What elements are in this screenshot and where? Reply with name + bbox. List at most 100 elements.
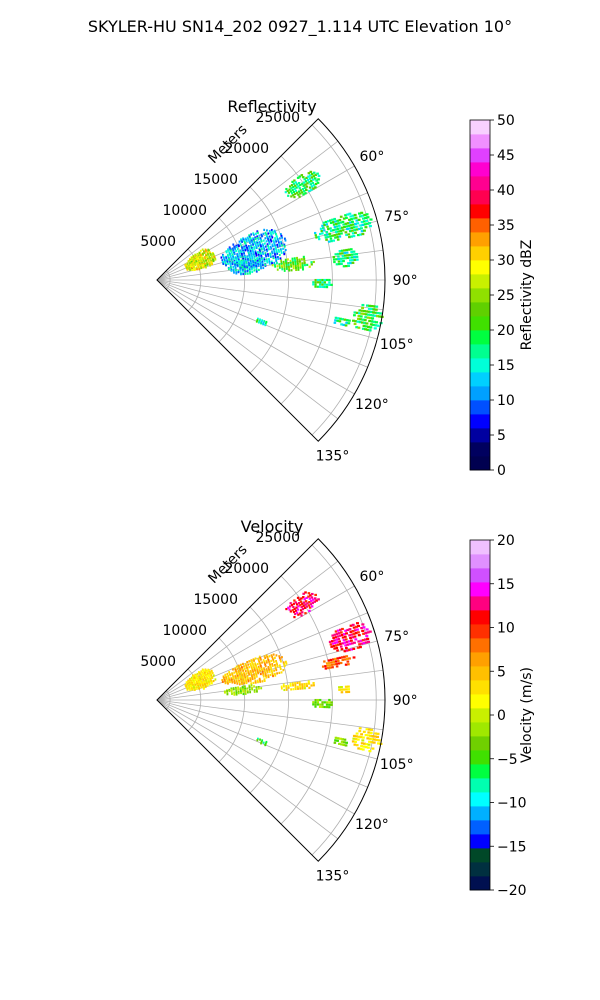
- echo-cell: [292, 267, 295, 270]
- echo-cell: [287, 191, 291, 194]
- echo-cell: [364, 328, 368, 331]
- echo-cell: [303, 264, 306, 267]
- echo-cell: [334, 220, 337, 223]
- echo-cell: [263, 228, 266, 231]
- echo-cell: [242, 679, 245, 683]
- echo-cell: [335, 665, 339, 668]
- echo-cell: [248, 688, 251, 691]
- echo-cell: [197, 254, 200, 257]
- echo-cell: [203, 256, 206, 259]
- echo-cell: [259, 242, 261, 245]
- echo-cell: [336, 643, 340, 646]
- echo-cell: [339, 737, 342, 740]
- echo-cell: [253, 690, 256, 693]
- echo-cell: [360, 733, 364, 736]
- echo-cell: [251, 249, 254, 252]
- echo-cell: [258, 234, 261, 237]
- echo-cell: [348, 657, 351, 660]
- colorbar-swatch: [470, 148, 490, 163]
- echo-cell: [342, 259, 345, 263]
- echo-cell: [260, 238, 262, 242]
- echo-cell: [367, 310, 371, 313]
- echo-cell: [305, 188, 308, 192]
- echo-cell: [354, 225, 358, 228]
- echo-cell: [352, 226, 356, 229]
- echo-cell: [241, 266, 244, 270]
- echo-cell: [205, 249, 208, 253]
- echo-cell: [265, 676, 268, 679]
- echo-cell: [309, 183, 313, 186]
- echo-cell: [252, 670, 255, 673]
- echo-cell: [314, 285, 317, 288]
- echo-cell: [268, 669, 271, 672]
- echo-cell: [244, 257, 247, 260]
- echo-cell: [239, 689, 242, 692]
- echo-cell: [268, 660, 270, 663]
- echo-cell: [355, 326, 359, 329]
- echo-cell: [336, 649, 339, 652]
- echo-cell: [349, 224, 353, 227]
- echo-cell: [331, 218, 334, 221]
- echo-cell: [255, 245, 258, 248]
- echo-cell: [252, 663, 254, 666]
- echo-cell: [344, 685, 348, 688]
- echo-cell: [296, 260, 299, 264]
- echo-cell: [331, 234, 334, 237]
- echo-cell: [241, 265, 244, 268]
- echo-region-4: [328, 622, 372, 653]
- echo-cell: [352, 234, 356, 238]
- echo-cell: [236, 264, 239, 267]
- echo-cell: [204, 683, 207, 686]
- echo-cell: [256, 739, 259, 742]
- echo-cell: [267, 667, 270, 670]
- echo-cell: [204, 685, 207, 688]
- echo-cell: [237, 257, 240, 260]
- echo-cell: [349, 624, 353, 627]
- echo-cell: [193, 682, 196, 685]
- echo-cell: [290, 192, 294, 195]
- echo-cell: [355, 252, 359, 256]
- echo-cell: [303, 687, 306, 690]
- echo-cell: [273, 261, 276, 265]
- echo-cell: [248, 240, 251, 243]
- echo-cell: [252, 233, 255, 236]
- echo-cell: [358, 730, 362, 733]
- echo-cell: [328, 664, 332, 667]
- echo-cell: [333, 234, 337, 237]
- echo-cell: [235, 687, 237, 691]
- echo-cell: [255, 269, 258, 272]
- echo-cell: [275, 661, 278, 664]
- echo-cell: [370, 738, 374, 741]
- echo-cell: [280, 242, 283, 245]
- echo-cell: [252, 232, 255, 235]
- echo-cell: [367, 731, 371, 734]
- echo-cell: [360, 642, 364, 645]
- echo-cell: [256, 662, 259, 666]
- echo-cell: [255, 253, 258, 256]
- echo-cell: [248, 684, 251, 687]
- echo-cell: [250, 266, 253, 270]
- echo-cell: [336, 319, 339, 322]
- echo-cell: [212, 259, 215, 263]
- echo-cell: [237, 687, 240, 690]
- echo-cell: [235, 245, 238, 248]
- echo-cell: [239, 254, 241, 258]
- echo-cell: [242, 260, 245, 263]
- echo-cell: [252, 243, 255, 246]
- echo-cell: [236, 254, 239, 257]
- echo-cell: [316, 703, 319, 706]
- echo-cell: [203, 251, 206, 254]
- echo-cell: [265, 674, 267, 678]
- echo-cell: [254, 259, 257, 262]
- echo-cell: [347, 233, 351, 236]
- echo-cell: [276, 252, 279, 255]
- echo-cell: [264, 673, 267, 676]
- echo-cell: [345, 251, 349, 254]
- echo-cell: [272, 660, 275, 663]
- echo-cell: [294, 684, 297, 687]
- colorbar-swatch: [470, 204, 490, 219]
- echo-cell: [266, 243, 269, 246]
- echo-cell: [325, 706, 329, 709]
- echo-cell: [280, 259, 283, 262]
- echo-cell: [342, 223, 346, 226]
